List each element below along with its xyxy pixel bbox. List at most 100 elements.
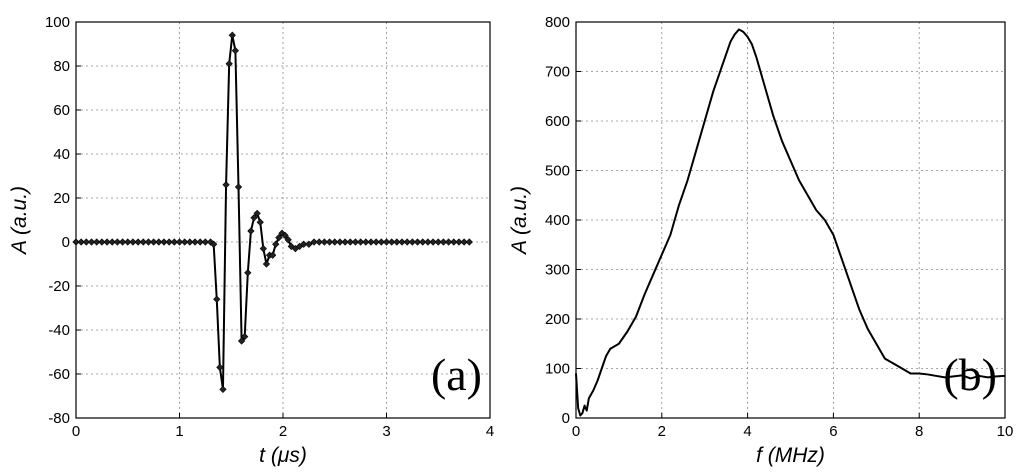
x-tick-label: 6 <box>829 423 837 440</box>
data-point-marker <box>320 238 329 246</box>
x-tick-label: 4 <box>743 423 751 440</box>
data-point-marker <box>124 238 132 246</box>
data-point-marker <box>434 238 442 246</box>
data-point-marker <box>357 238 365 246</box>
data-point-marker <box>225 60 233 68</box>
y-tick-label: 700 <box>545 64 570 81</box>
x-tick-label: 10 <box>997 423 1014 440</box>
y-tick-label: 100 <box>545 361 570 378</box>
data-point-marker <box>325 238 334 246</box>
data-point-marker <box>155 238 163 246</box>
data-point-marker <box>191 238 199 246</box>
data-point-marker <box>444 238 453 246</box>
y-tick-label: 0 <box>62 234 70 251</box>
data-point-marker <box>150 238 158 246</box>
x-axis-title: f (MHz) <box>756 444 825 467</box>
data-point-marker <box>465 238 473 246</box>
y-axis-unit: (a.u.) <box>8 186 31 241</box>
y-tick-label: -80 <box>48 410 70 427</box>
x-tick-label: 8 <box>915 423 923 440</box>
data-point-marker <box>213 295 221 303</box>
data-point-marker <box>413 238 422 246</box>
data-point-marker <box>201 238 209 246</box>
data-point-marker <box>259 244 267 253</box>
y-axis-variable: A <box>508 241 531 256</box>
data-point-marker <box>424 238 432 246</box>
data-point-marker <box>460 238 468 246</box>
data-point-marker <box>181 238 189 246</box>
y-tick-label: 60 <box>53 102 70 119</box>
data-point-marker <box>310 238 318 246</box>
x-tick-label: 4 <box>486 423 494 440</box>
panel-label: (a) <box>431 349 482 400</box>
plot-area-frame <box>575 21 1006 419</box>
data-point-marker <box>196 238 204 246</box>
y-axis-title: A (a.u.) <box>508 186 531 256</box>
data-point-marker <box>429 238 437 246</box>
data-point-marker <box>331 238 339 246</box>
data-point-marker <box>144 238 153 246</box>
y-tick-label: 200 <box>545 311 570 328</box>
data-point-marker <box>241 332 249 341</box>
data-point-marker <box>300 240 308 248</box>
chart-panel-a: 0 1 2 3 4 -80 -60 -40 -20 0 20 40 60 80 100 t (μs) A (a.… <box>8 14 494 467</box>
data-point-marker <box>253 209 261 218</box>
x-tick-label: 0 <box>572 423 580 440</box>
data-point-marker <box>439 238 448 246</box>
y-tick-label: -20 <box>48 278 70 295</box>
data-point-marker <box>382 238 391 246</box>
data-point-marker <box>419 238 427 246</box>
y-tick-label: -40 <box>48 322 70 339</box>
data-point-marker <box>362 238 370 246</box>
data-point-marker <box>398 238 406 246</box>
data-point-marker <box>134 238 142 246</box>
data-point-marker <box>216 363 224 372</box>
y-tick-label: 40 <box>53 146 70 163</box>
data-point-marker <box>170 238 178 246</box>
y-tick-label: -60 <box>48 366 70 383</box>
data-point-marker <box>450 238 458 246</box>
data-point-marker <box>118 238 127 246</box>
data-point-marker <box>269 251 277 259</box>
y-tick-label: 500 <box>545 163 570 180</box>
data-point-marker <box>234 183 243 191</box>
x-tick-label: 0 <box>72 423 80 440</box>
y-tick-label: 100 <box>45 14 70 31</box>
x-tick-label: 3 <box>382 423 390 440</box>
data-point-marker <box>336 238 344 246</box>
data-point-marker <box>281 231 289 240</box>
x-axis-variable: f <box>756 444 764 467</box>
data-point-marker <box>228 31 236 39</box>
data-point-marker <box>346 238 354 246</box>
data-point-marker <box>98 238 106 246</box>
y-tick-label: 20 <box>53 190 70 207</box>
data-point-marker <box>103 238 111 246</box>
data-point-marker <box>186 238 194 246</box>
x-tick-label: 1 <box>175 423 183 440</box>
data-point-marker <box>284 236 292 244</box>
data-point-marker <box>305 240 313 248</box>
x-axis-variable: t <box>259 444 266 467</box>
x-axis-unit: (μs) <box>265 444 307 467</box>
data-point-marker <box>256 218 264 226</box>
data-point-marker <box>377 238 385 246</box>
data-point-marker <box>87 238 96 246</box>
data-point-marker <box>237 337 246 345</box>
data-point-marker <box>210 240 218 248</box>
y-axis-unit: (a.u.) <box>508 186 531 241</box>
data-point-marker <box>315 238 323 246</box>
y-tick-label: 800 <box>545 14 570 31</box>
y-tick-label: 80 <box>53 58 70 75</box>
data-point-marker <box>272 240 280 248</box>
x-axis-unit: (MHz) <box>762 444 825 467</box>
data-point-marker <box>262 260 271 268</box>
data-point-marker <box>403 238 411 246</box>
data-point-marker <box>388 238 396 246</box>
data-point-marker <box>231 46 240 55</box>
y-tick-label: 400 <box>545 212 570 229</box>
series-line <box>76 34 470 391</box>
data-point-marker <box>455 238 463 246</box>
data-point-marker <box>113 238 122 246</box>
